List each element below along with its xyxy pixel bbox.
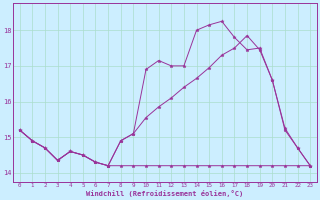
X-axis label: Windchill (Refroidissement éolien,°C): Windchill (Refroidissement éolien,°C) [86,190,244,197]
